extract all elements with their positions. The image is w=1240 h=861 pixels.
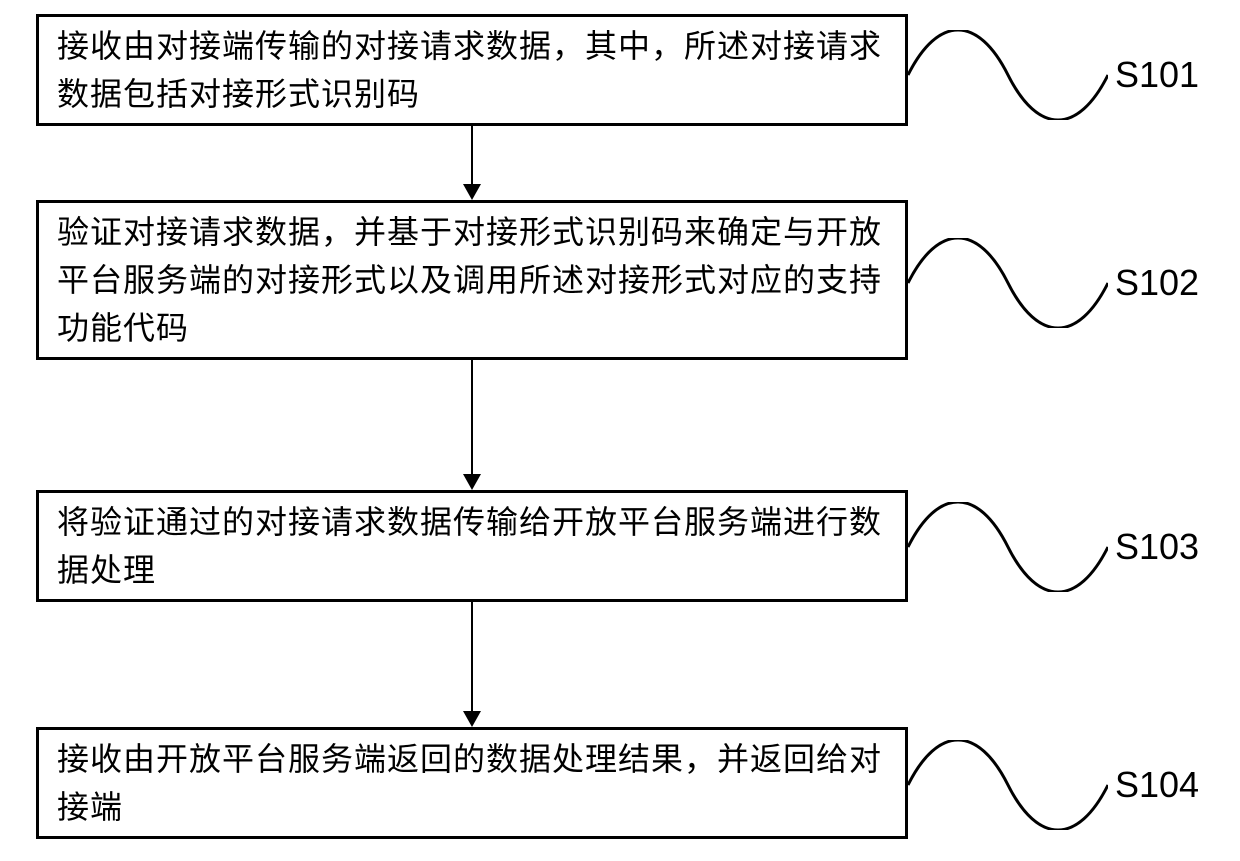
flow-arrow-head-icon: [463, 184, 481, 200]
flow-step-label: S104: [1115, 764, 1199, 806]
flow-arrow-head-icon: [463, 474, 481, 490]
flow-step-text: 将验证通过的对接请求数据传输给开放平台服务端进行数据处理: [57, 498, 887, 594]
flow-step-label: S101: [1115, 54, 1199, 96]
wave-connector-icon: [908, 502, 1108, 592]
flow-step-s103: 将验证通过的对接请求数据传输给开放平台服务端进行数据处理: [36, 490, 908, 602]
flow-step-s102: 验证对接请求数据，并基于对接形式识别码来确定与开放平台服务端的对接形式以及调用所…: [36, 200, 908, 360]
flow-arrow-head-icon: [463, 711, 481, 727]
wave-connector-icon: [908, 740, 1108, 830]
flow-arrow: [471, 602, 473, 711]
flow-step-s101: 接收由对接端传输的对接请求数据，其中，所述对接请求数据包括对接形式识别码: [36, 14, 908, 126]
wave-connector-icon: [908, 238, 1108, 328]
flow-arrow: [471, 126, 473, 184]
flow-arrow: [471, 360, 473, 474]
flow-step-text: 接收由对接端传输的对接请求数据，其中，所述对接请求数据包括对接形式识别码: [57, 22, 887, 118]
flow-step-s104: 接收由开放平台服务端返回的数据处理结果，并返回给对接端: [36, 727, 908, 839]
flow-step-text: 接收由开放平台服务端返回的数据处理结果，并返回给对接端: [57, 735, 887, 831]
flow-step-label: S103: [1115, 526, 1199, 568]
flow-step-text: 验证对接请求数据，并基于对接形式识别码来确定与开放平台服务端的对接形式以及调用所…: [57, 208, 887, 352]
flow-step-label: S102: [1115, 262, 1199, 304]
flowchart-canvas: 接收由对接端传输的对接请求数据，其中，所述对接请求数据包括对接形式识别码 S10…: [0, 0, 1240, 861]
wave-connector-icon: [908, 30, 1108, 120]
